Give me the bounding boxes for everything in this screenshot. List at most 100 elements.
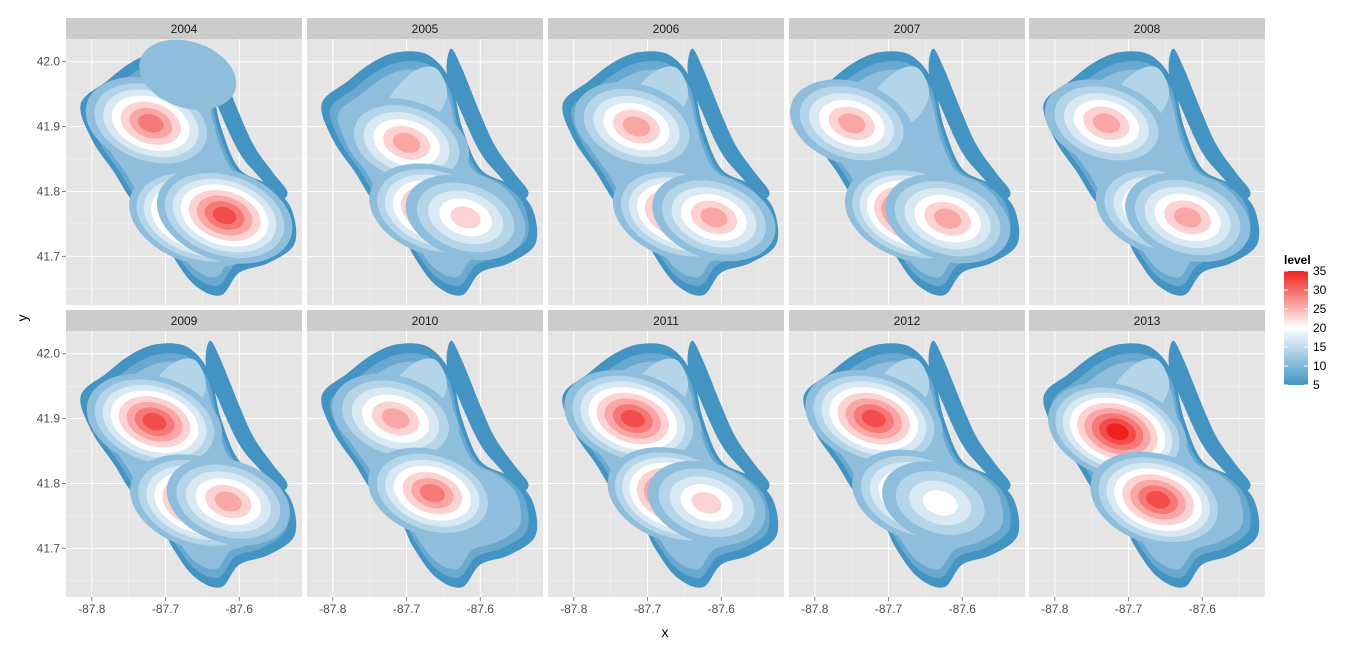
facet-panel-2007: 2007 — [789, 18, 1025, 305]
y-tick-label: 42.0 — [37, 347, 61, 361]
contour-band — [933, 208, 962, 229]
contour-band — [138, 114, 164, 133]
x-tick-label: -87.8 — [78, 602, 106, 616]
facet-strip — [548, 310, 784, 331]
contour-band — [620, 409, 645, 428]
y-tick-label: 42.0 — [37, 55, 61, 69]
facet-strip — [66, 18, 302, 39]
x-axis-title: x — [662, 624, 669, 640]
facet-strip-label: 2012 — [894, 314, 921, 328]
facet-panel-2006: 2006 — [548, 18, 784, 305]
legend: level 5 10 15 20 25 30 35 — [1284, 253, 1327, 392]
facet-panel-2005: 2005 — [307, 18, 543, 305]
x-tick-label: -87.7 — [1115, 602, 1143, 616]
contour-band — [142, 413, 167, 431]
facet-panel-2004: 2004 — [66, 18, 302, 305]
y-tick-label: 41.8 — [37, 184, 61, 198]
facet-strip-label: 2005 — [412, 22, 439, 36]
facet-strip — [1029, 310, 1265, 331]
facet-strip-label: 2013 — [1134, 314, 1161, 328]
contour-band — [687, 48, 770, 199]
density-contours — [80, 39, 297, 296]
contour-band — [1092, 113, 1120, 134]
density-contours — [1043, 48, 1260, 296]
facet-strip-label: 2006 — [653, 22, 680, 36]
y-tick-label: 41.9 — [37, 412, 61, 426]
facet-strip — [1029, 18, 1265, 39]
legend-label: 25 — [1313, 302, 1327, 316]
facet-panel-2008: 2008 — [1029, 18, 1265, 305]
density-contours — [790, 48, 1020, 296]
contour-band — [1168, 340, 1251, 491]
x-tick-label: -87.8 — [1041, 602, 1069, 616]
x-tick-label: -87.6 — [467, 602, 495, 616]
facet-strip — [307, 310, 543, 331]
contour-band — [922, 490, 958, 516]
facet-strip-label: 2009 — [171, 314, 198, 328]
facet-strip-label: 2008 — [1134, 22, 1161, 36]
facet-strip — [789, 18, 1025, 39]
facet-panel-2009: 2009 — [66, 310, 302, 597]
contour-band — [1173, 207, 1202, 228]
density-contours — [562, 48, 779, 296]
x-tick-label: -87.8 — [319, 602, 347, 616]
contour-band — [139, 39, 237, 110]
density-contours — [321, 48, 538, 296]
y-tick-label: 41.9 — [37, 120, 61, 134]
legend-label: 30 — [1313, 283, 1327, 297]
x-tick-label: -87.8 — [801, 602, 829, 616]
facet-panel-2013: 2013 — [1029, 310, 1265, 597]
contour-band — [687, 340, 770, 491]
contour-band — [205, 340, 288, 491]
legend-label: 10 — [1313, 359, 1327, 373]
x-tick-label: -87.7 — [634, 602, 662, 616]
contour-band — [700, 207, 728, 228]
facet-strip — [307, 18, 543, 39]
contour-band — [1106, 423, 1129, 440]
facet-panel-2012: 2012 — [789, 310, 1025, 597]
panels-layer: 2004 2005 2006 2007 2008 2009 2010 2011 2012 2013 — [66, 18, 1265, 597]
contour-band — [446, 340, 529, 491]
y-tick-label: 41.7 — [37, 541, 61, 555]
x-tick-label: -87.7 — [875, 602, 903, 616]
density-contours — [321, 340, 538, 588]
contour-band — [214, 491, 242, 512]
facet-strip-label: 2007 — [894, 22, 921, 36]
contour-band — [450, 206, 481, 229]
facet-strip — [548, 18, 784, 39]
facet-strip — [66, 310, 302, 331]
x-tick-label: -87.8 — [560, 602, 588, 616]
contour-band — [1146, 490, 1170, 509]
density-contours — [562, 340, 779, 588]
facet-panel-2011: 2011 — [548, 310, 784, 597]
legend-title: level — [1284, 253, 1311, 267]
y-tick-label: 41.7 — [37, 249, 61, 263]
density-contours — [80, 340, 297, 588]
contour-band — [381, 408, 410, 429]
facet-strip-label: 2004 — [171, 22, 198, 36]
facet-strip-label: 2011 — [653, 314, 679, 328]
contour-band — [928, 340, 1011, 491]
x-tick-label: -87.6 — [1189, 602, 1217, 616]
contour-band — [928, 48, 1011, 199]
x-tick-label: -87.6 — [226, 602, 254, 616]
contour-band — [446, 48, 529, 199]
legend-label: 20 — [1313, 321, 1327, 335]
y-axis-title: y — [14, 315, 30, 322]
contour-band — [392, 132, 421, 153]
density-contours — [1043, 340, 1260, 588]
x-tick-label: -87.6 — [949, 602, 977, 616]
legend-label: 15 — [1313, 340, 1327, 354]
y-tick-label: 41.8 — [37, 476, 61, 490]
contour-band — [622, 116, 651, 137]
x-tick-label: -87.7 — [152, 602, 180, 616]
contour-band — [838, 113, 866, 134]
contour-band — [861, 409, 886, 428]
contour-band — [1168, 48, 1251, 199]
density-contours — [803, 340, 1020, 588]
contour-band — [691, 492, 722, 514]
facet-panel-2010: 2010 — [307, 310, 543, 597]
legend-label: 5 — [1313, 378, 1320, 392]
facet-strip-label: 2010 — [412, 314, 439, 328]
